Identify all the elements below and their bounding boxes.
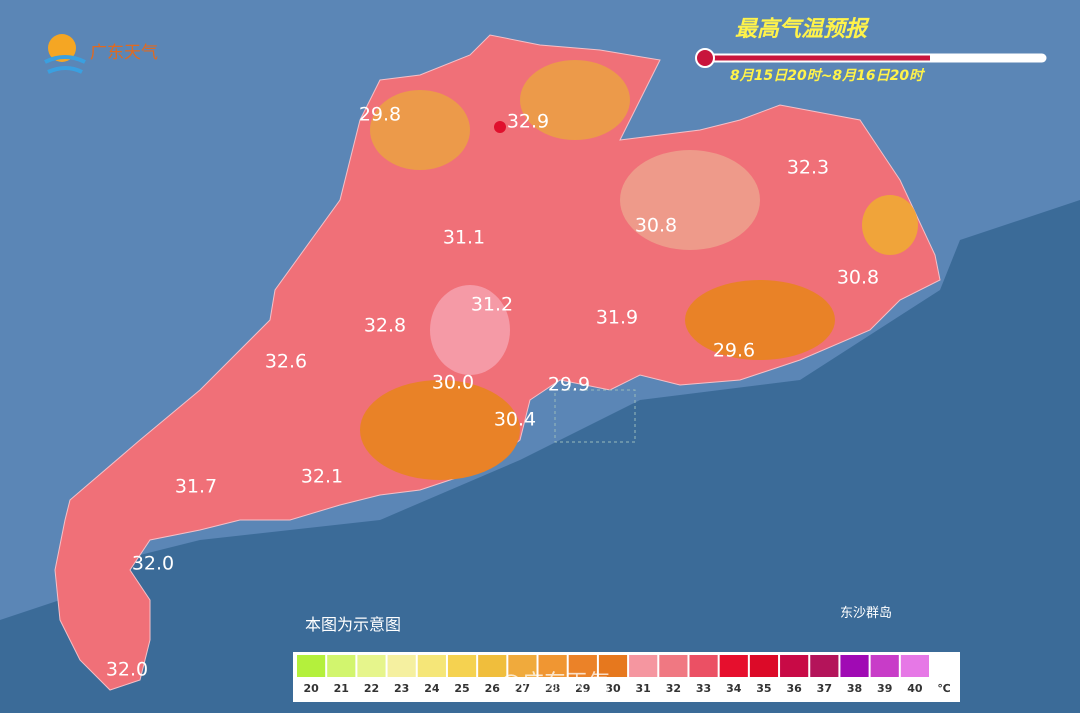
temperature-label: 32.0 xyxy=(132,553,174,575)
title: 最高气温预报 xyxy=(735,16,870,42)
warm-area xyxy=(520,60,630,140)
legend-swatch xyxy=(689,655,718,677)
legend-swatch xyxy=(387,655,416,677)
legend-label: 24 xyxy=(424,682,440,695)
legend-label: 22 xyxy=(364,682,379,695)
watermark: @广东天气 xyxy=(500,671,610,696)
legend-label: 36 xyxy=(786,682,802,695)
legend-label: 28 xyxy=(545,682,560,695)
legend-swatch xyxy=(447,655,477,677)
legend-label: 23 xyxy=(394,682,409,695)
warm-area xyxy=(360,380,520,480)
legend-swatch xyxy=(659,655,688,677)
logo-wave xyxy=(44,55,86,74)
temperature-label: 30.4 xyxy=(494,409,536,431)
legend-label: 31 xyxy=(636,682,651,695)
legend-label: 40 xyxy=(907,682,923,695)
legend-swatch xyxy=(568,655,597,677)
legend-swatch xyxy=(870,655,899,677)
logo-text: 广东天气 xyxy=(90,43,158,63)
temperature-label: 32.6 xyxy=(265,351,307,373)
warm-area xyxy=(370,90,470,170)
temperature-label: 32.9 xyxy=(507,111,549,133)
legend-label: 25 xyxy=(454,682,469,695)
legend-swatch xyxy=(598,655,628,677)
legend-label: 29 xyxy=(575,682,590,695)
legend-swatch xyxy=(810,655,839,677)
hot-spot xyxy=(494,121,506,133)
legend-label: 27 xyxy=(515,682,530,695)
temperature-label: 32.1 xyxy=(301,466,343,488)
temperature-label: 30.0 xyxy=(432,372,474,394)
temperature-label: 32.0 xyxy=(106,659,148,681)
logo-sun xyxy=(48,34,76,62)
island-label: 东沙群岛 xyxy=(840,605,892,621)
temperature-label: 31.2 xyxy=(471,294,513,316)
legend-swatch xyxy=(357,655,386,677)
legend-unit: ℃ xyxy=(937,682,950,695)
legend-label: 30 xyxy=(605,682,621,695)
temperature-label: 30.8 xyxy=(837,267,879,289)
legend-swatch xyxy=(900,655,929,677)
legend-swatch xyxy=(780,655,809,677)
legend-swatch xyxy=(749,655,779,677)
legend-swatch xyxy=(297,655,326,677)
legend-swatch xyxy=(538,655,567,677)
temperature-label: 30.8 xyxy=(635,215,677,237)
legend-swatch xyxy=(840,655,869,677)
legend-label: 39 xyxy=(877,682,892,695)
legend-label: 32 xyxy=(666,682,681,695)
legend-swatch xyxy=(417,655,446,677)
note: 本图为示意图 xyxy=(305,615,401,634)
temperature-label: 29.6 xyxy=(713,340,755,362)
legend-label: 35 xyxy=(756,682,771,695)
temperature-label: 31.7 xyxy=(175,476,217,498)
legend-swatch xyxy=(719,655,748,677)
thermometer-bulb xyxy=(695,48,715,68)
legend-label: 20 xyxy=(303,682,319,695)
legend-label: 37 xyxy=(817,682,832,695)
legend-swatch xyxy=(629,655,658,677)
legend-swatch xyxy=(508,655,537,677)
legend-label: 26 xyxy=(485,682,501,695)
legend-label: 38 xyxy=(847,682,862,695)
temperature-label: 31.9 xyxy=(596,307,638,329)
cool-area xyxy=(430,285,510,375)
warm-area xyxy=(620,150,760,250)
warm-area xyxy=(862,195,918,255)
temperature-label: 31.1 xyxy=(443,227,485,249)
legend-label: 34 xyxy=(726,682,742,695)
legend-label: 21 xyxy=(334,682,349,695)
legend-swatch xyxy=(478,655,507,677)
legend-label: 33 xyxy=(696,682,711,695)
temperature-label: 32.3 xyxy=(787,157,829,179)
subtitle: 8月15日20时~8月16日20时 xyxy=(730,68,926,84)
temperature-label: 29.8 xyxy=(359,104,401,126)
legend-swatch xyxy=(327,655,356,677)
temperature-label: 29.9 xyxy=(548,374,590,396)
warm-area xyxy=(685,280,835,360)
temperature-label: 32.8 xyxy=(364,315,406,337)
